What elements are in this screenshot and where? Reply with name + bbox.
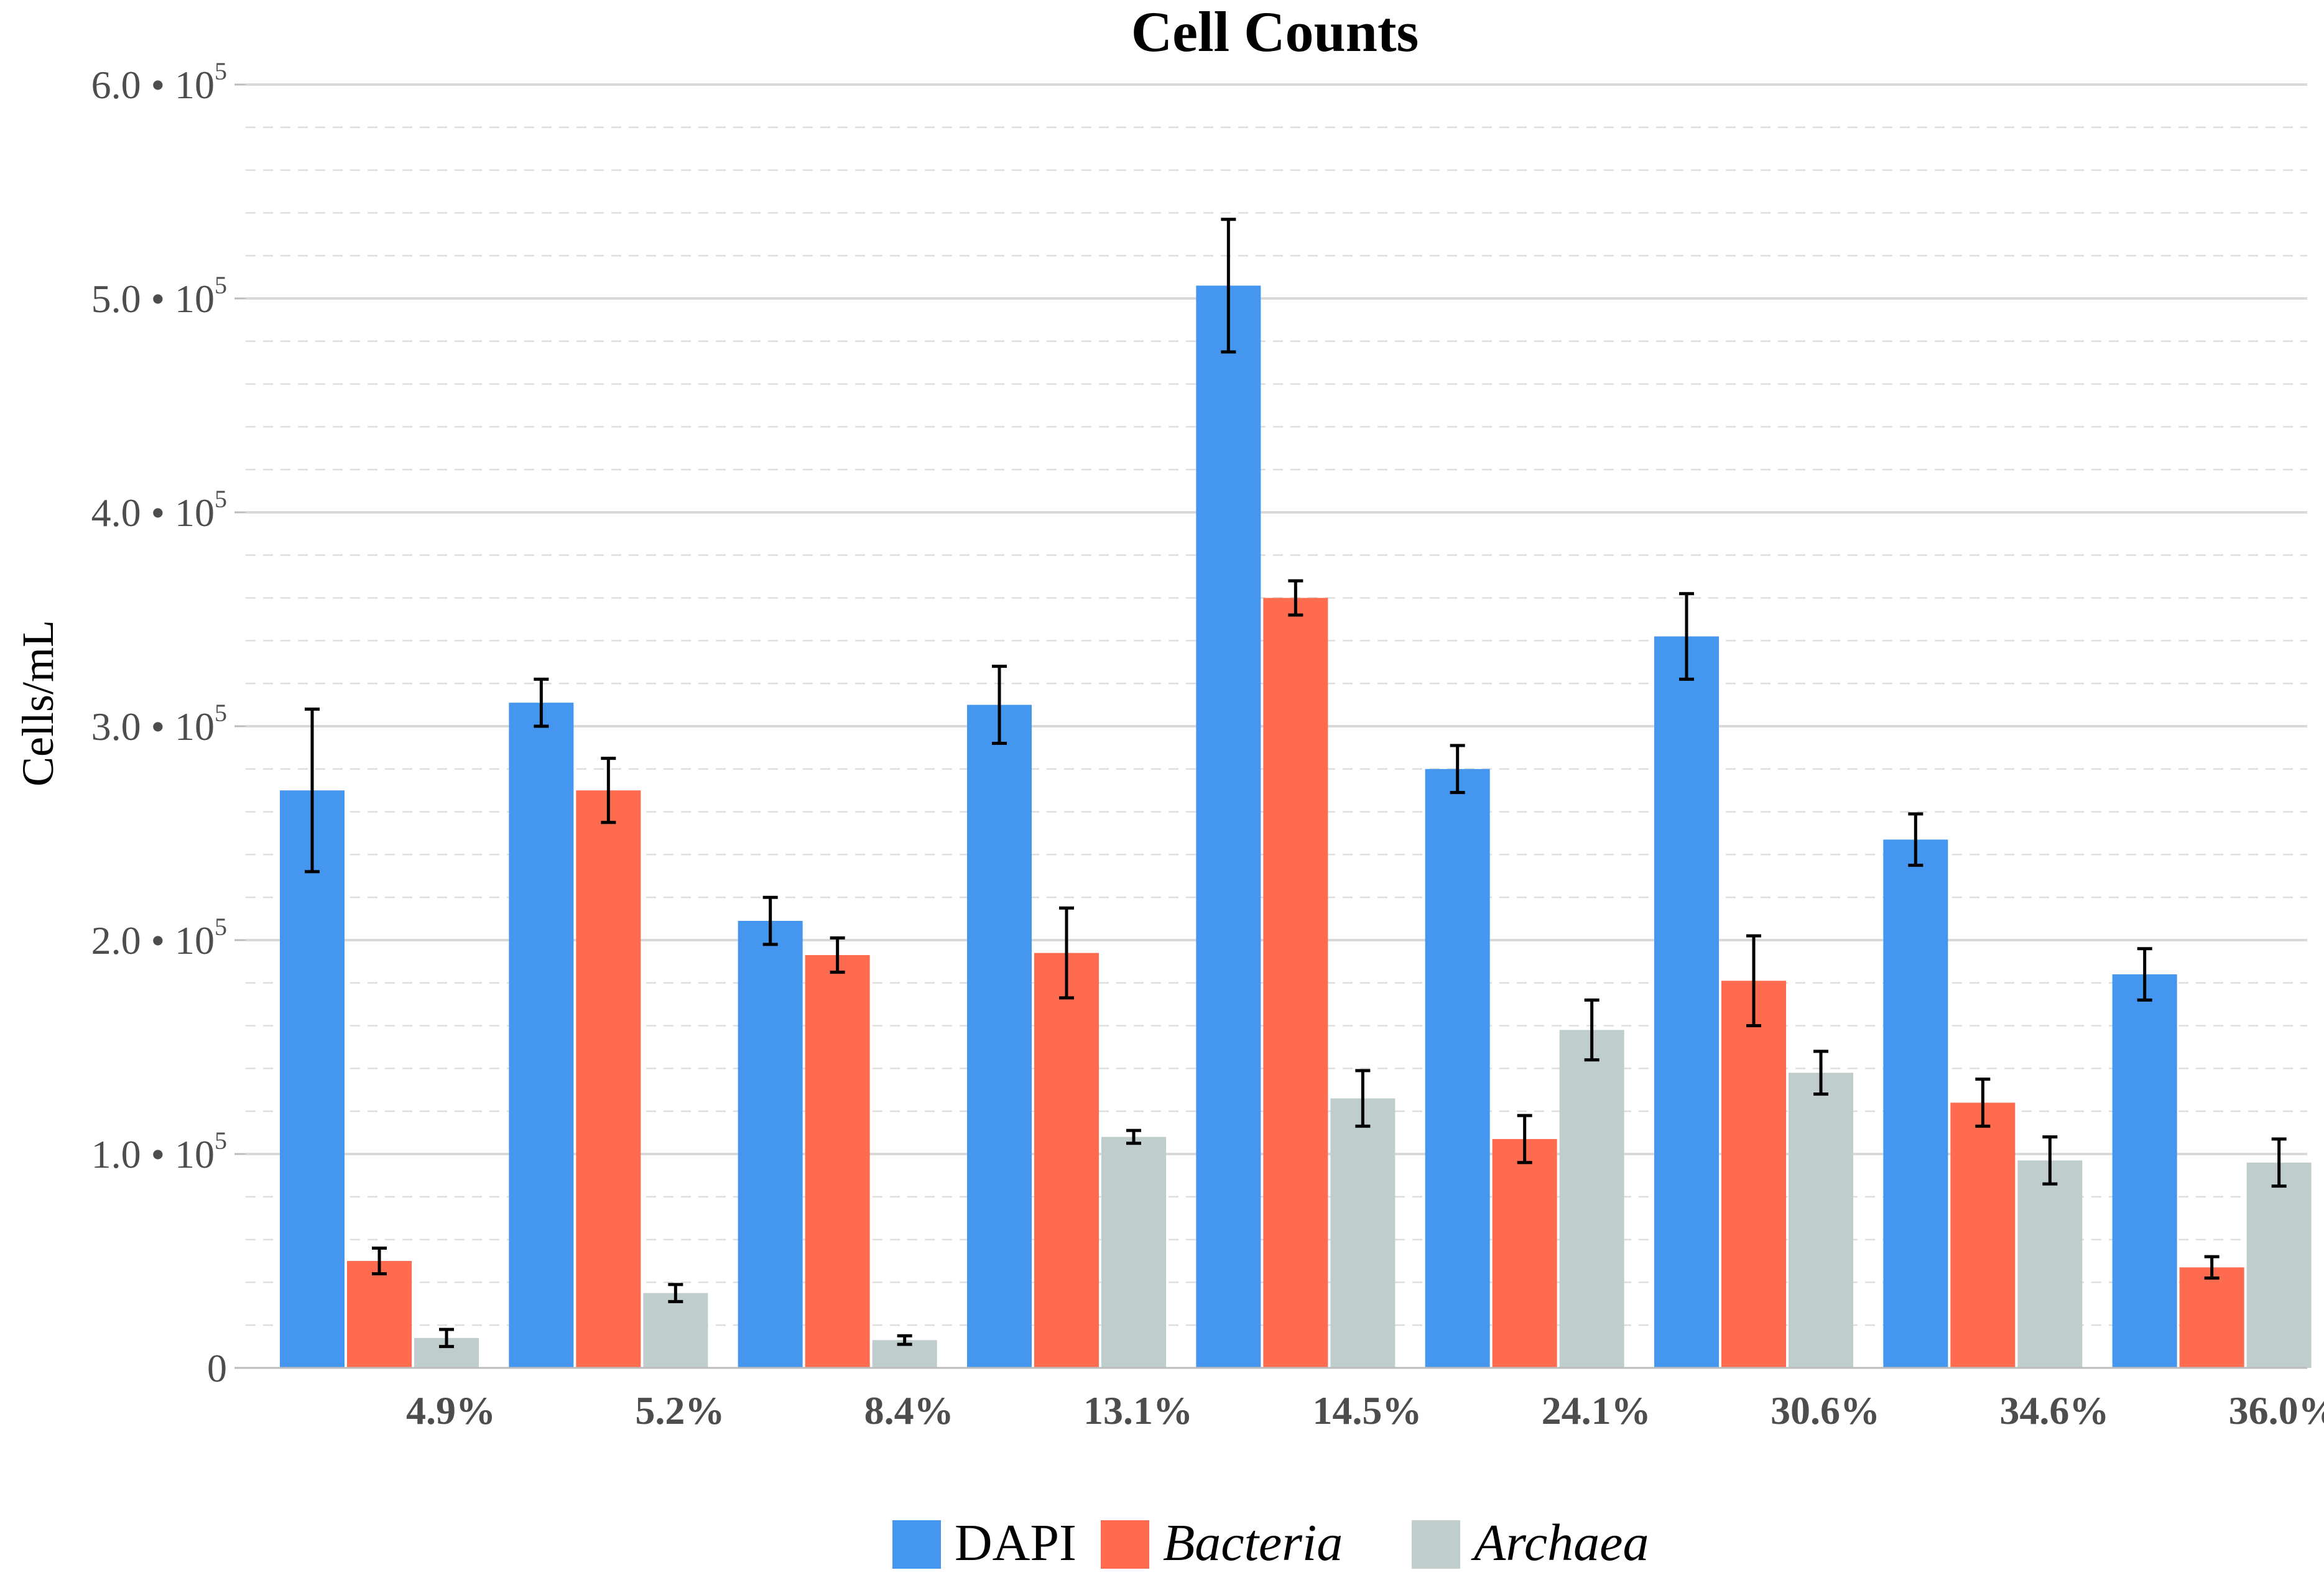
legend-swatch-dapi bbox=[892, 1520, 941, 1569]
bar-dapi-34.6pct bbox=[1883, 839, 1948, 1368]
legend-swatch-archaea bbox=[1412, 1520, 1460, 1569]
bars bbox=[280, 285, 2312, 1368]
bar-dapi-4.9pct bbox=[280, 790, 345, 1368]
y-tick-label: 6.0 • 105 bbox=[91, 57, 227, 107]
x-tick-label: 24.1% bbox=[1542, 1388, 1651, 1433]
x-tick-label: 13.1% bbox=[1083, 1388, 1193, 1433]
bar-archaea-30.6pct bbox=[1789, 1073, 1853, 1368]
bar-dapi-5.2pct bbox=[509, 703, 574, 1368]
bar-bacteria-5.2pct bbox=[576, 790, 641, 1368]
y-tick-label: 5.0 • 105 bbox=[91, 271, 227, 321]
bar-archaea-24.1pct bbox=[1559, 1030, 1624, 1368]
bar-dapi-36.0pct bbox=[2112, 974, 2177, 1368]
bar-bacteria-4.9pct bbox=[347, 1261, 412, 1368]
x-tick-label: 8.4% bbox=[864, 1388, 954, 1433]
legend-label-bacteria: Bacteria bbox=[1163, 1514, 1343, 1572]
y-tick-label: 4.0 • 105 bbox=[91, 485, 227, 535]
y-tick-label: 1.0 • 105 bbox=[91, 1127, 227, 1176]
bar-bacteria-34.6pct bbox=[1950, 1102, 2016, 1368]
axes: 0 1.0 • 105 2.0 • 105 3.0 • 105 4.0 • 105 5.0… bbox=[91, 57, 2324, 1433]
x-tick-label: 34.6% bbox=[1999, 1388, 2109, 1433]
bar-dapi-13.1pct bbox=[967, 704, 1032, 1368]
y-tick-label: 3.0 • 105 bbox=[91, 699, 227, 749]
y-axis-label: Cells/mL bbox=[13, 620, 63, 787]
chart-title: Cell Counts bbox=[1131, 0, 1419, 63]
x-tick-label: 36.0% bbox=[2229, 1388, 2324, 1433]
legend-label-dapi: DAPI bbox=[955, 1514, 1076, 1572]
bar-dapi-30.6pct bbox=[1654, 636, 1719, 1368]
bar-archaea-14.5pct bbox=[1330, 1098, 1396, 1368]
y-tick-label: 0 bbox=[207, 1346, 227, 1390]
bar-bacteria-24.1pct bbox=[1492, 1138, 1557, 1368]
bar-archaea-36.0pct bbox=[2246, 1162, 2312, 1368]
legend: DAPI Bacteria Archaea bbox=[892, 1514, 1649, 1572]
bar-dapi-24.1pct bbox=[1425, 769, 1490, 1368]
bar-bacteria-36.0pct bbox=[2179, 1267, 2244, 1368]
bar-bacteria-13.1pct bbox=[1034, 953, 1099, 1368]
x-tick-label: 5.2% bbox=[635, 1388, 725, 1433]
bar-dapi-14.5pct bbox=[1196, 285, 1261, 1368]
bar-archaea-13.1pct bbox=[1101, 1137, 1166, 1368]
x-tick-label: 14.5% bbox=[1312, 1388, 1422, 1433]
bar-bacteria-30.6pct bbox=[1721, 981, 1786, 1368]
legend-swatch-bacteria bbox=[1101, 1520, 1149, 1569]
error-bars bbox=[305, 218, 2287, 1349]
bar-bacteria-14.5pct bbox=[1263, 598, 1328, 1368]
x-tick-label: 30.6% bbox=[1771, 1388, 1880, 1433]
bar-dapi-8.4pct bbox=[738, 921, 803, 1368]
bar-bacteria-8.4pct bbox=[805, 955, 870, 1368]
x-tick-label: 4.9% bbox=[406, 1388, 496, 1433]
bar-archaea-5.2pct bbox=[643, 1293, 708, 1368]
bar-archaea-34.6pct bbox=[2017, 1160, 2083, 1368]
legend-label-archaea: Archaea bbox=[1471, 1514, 1649, 1572]
y-tick-label: 2.0 • 105 bbox=[91, 913, 227, 962]
